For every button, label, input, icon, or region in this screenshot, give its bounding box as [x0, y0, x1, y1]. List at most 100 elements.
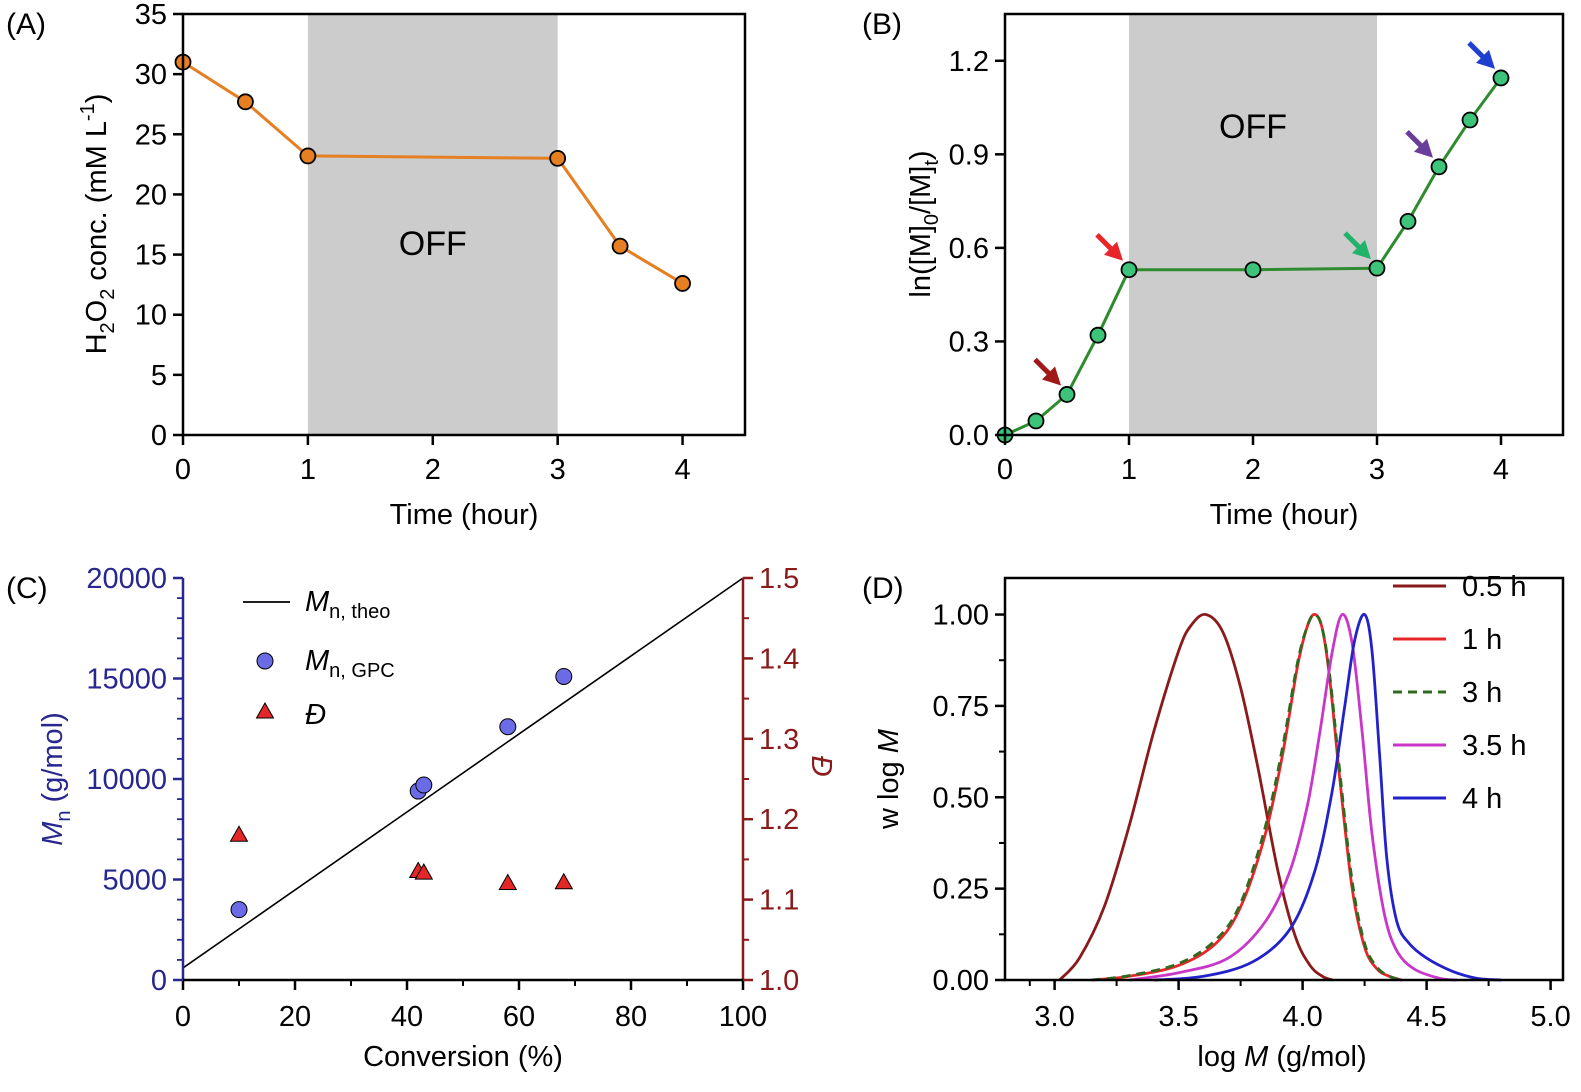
y-tick-label: 0.25 [933, 874, 989, 906]
series-curve [1153, 613, 1502, 982]
x-tick-label: 5.0 [1530, 1001, 1570, 1033]
x-tick-label: 1 [300, 454, 316, 486]
x-tick-label: 2 [425, 454, 441, 486]
plot-frame [1003, 576, 1565, 982]
x-axis-label: Conversion (%) [363, 1041, 563, 1073]
y-axis-label: H2O2 conc. (mM L-1) [77, 94, 119, 355]
y-tick-label: 5 [151, 360, 167, 392]
x-axis-label: log M (g/mol) [1197, 1041, 1366, 1073]
arrow-head [1414, 138, 1433, 158]
legend-label: 0.5 h [1462, 571, 1527, 603]
x-tick-label: 1 [1121, 454, 1137, 486]
legend-label: Mn, theo [305, 586, 390, 623]
y2-axis-label: Đ [805, 756, 837, 777]
series-curve [1128, 613, 1457, 982]
y-tick-label: 0.50 [933, 782, 989, 814]
legend-label: Đ [305, 699, 326, 731]
y2-tick-label: 1.0 [759, 965, 799, 997]
off-label: OFF [1219, 108, 1287, 146]
panel-c: 0 20 40 60 80 100 0 5000 10000 15000 20000 1.0 1.1 1.… [37, 563, 837, 1073]
y-tick-label: 0.6 [949, 233, 989, 265]
y-tick-label: 15 [135, 240, 167, 272]
plot-frame [181, 12, 747, 437]
panel-label: (A) [6, 8, 46, 41]
legend-label: 1 h [1462, 624, 1502, 656]
arrow-head [1352, 240, 1371, 260]
x-tick-label: 60 [503, 1001, 535, 1033]
legend-gpc-swatch [256, 652, 274, 670]
x-tick-label: 3.5 [1158, 1001, 1198, 1033]
y2-tick-label: 1.2 [759, 804, 799, 836]
y-tick-label: 20000 [86, 563, 167, 595]
legend-dispersity-swatch [255, 701, 275, 719]
x-axis-label: Time (hour) [1210, 499, 1359, 531]
legend-label: 3.5 h [1462, 730, 1527, 762]
x-tick-label: 3.0 [1034, 1001, 1074, 1033]
y-tick-label: 15000 [86, 664, 167, 696]
y2-tick-label: 1.3 [759, 724, 799, 756]
panel-b: OFF 0 1 2 3 4 0.0 0.3 0.6 0.9 1.2 Time (hour) ln([M]… [905, 12, 1565, 531]
gpc-point [499, 718, 517, 736]
y2-tick-label: 1.4 [759, 643, 799, 675]
x-tick-label: 4 [1493, 454, 1509, 486]
data-point [1368, 259, 1386, 277]
data-point [1027, 412, 1045, 430]
series-line [182, 60, 684, 285]
data-point [1058, 386, 1076, 403]
y2-tick-label: 1.1 [759, 885, 799, 917]
x-tick-label: 2 [1245, 454, 1261, 486]
data-point [611, 237, 629, 255]
x-tick-label: 100 [719, 1001, 767, 1033]
y-tick-label: 0.9 [949, 139, 989, 171]
y-tick-label: 10000 [86, 764, 167, 796]
y-axis-label: w log M [873, 728, 905, 830]
y-tick-label: 1.2 [949, 46, 989, 78]
data-point [1089, 326, 1107, 344]
y-tick-label: 10 [135, 300, 167, 332]
x-tick-label: 4.0 [1282, 1001, 1322, 1033]
y-tick-label: 5000 [102, 865, 167, 897]
y-tick-label: 1.00 [933, 600, 989, 632]
x-tick-label: 3 [1369, 454, 1385, 486]
plot-frame [1003, 12, 1565, 437]
gpc-point [555, 667, 573, 685]
y-tick-label: 0.00 [933, 965, 989, 997]
panel-d: 3.0 3.5 4.0 4.5 5.0 0.00 0.25 0.50 0.75 1.00 log M… [873, 571, 1571, 1073]
panel-a: OFF 0 1 2 3 4 0 5 10 15 20 25 30 35 Time (hour) H2O2 co… [77, 0, 747, 531]
x-tick-label: 3 [550, 454, 566, 486]
y-axis-label: Mn (g/mol) [37, 712, 75, 846]
data-point [1461, 111, 1479, 129]
y-tick-label: 0.3 [949, 326, 989, 358]
x-tick-label: 0 [175, 1001, 191, 1033]
y-tick-label: 0 [151, 420, 167, 452]
dispersity-point [229, 825, 249, 842]
y2-tick-label: 1.5 [759, 563, 799, 595]
x-tick-label: 0 [997, 454, 1013, 486]
off-region [307, 14, 558, 435]
gpc-point [230, 901, 248, 919]
x-tick-label: 0 [175, 454, 191, 486]
y-tick-label: 20 [135, 179, 167, 211]
x-tick-label: 4 [674, 454, 690, 486]
data-point [299, 147, 317, 165]
off-label: OFF [399, 225, 467, 263]
data-point [237, 93, 254, 111]
arrow-head [1476, 49, 1495, 69]
dispersity-point [498, 873, 518, 891]
x-tick-label: 40 [391, 1001, 423, 1033]
data-point [1430, 158, 1448, 176]
gpc-point [415, 776, 433, 794]
y-tick-label: 0.75 [933, 691, 989, 723]
arrow-head [1104, 241, 1123, 261]
y-tick-label: 30 [135, 59, 167, 91]
arrow-head [1042, 366, 1061, 386]
x-tick-label: 4.5 [1406, 1001, 1446, 1033]
data-point [1492, 69, 1510, 87]
legend-label: Mn, GPC [305, 645, 395, 682]
legend: Mn, theo Mn, GPC Đ [243, 586, 395, 731]
series-curve [1091, 613, 1403, 982]
panel-label: (B) [862, 8, 902, 41]
y-tick-label: 0.0 [949, 420, 989, 452]
panel-label: (C) [6, 572, 48, 605]
